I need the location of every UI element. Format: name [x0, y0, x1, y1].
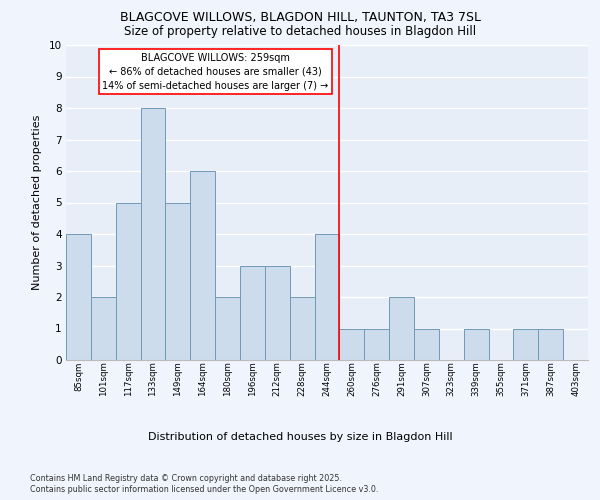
Bar [265, 266, 290, 360]
Bar [290, 297, 314, 360]
Bar [215, 297, 240, 360]
Text: BLAGCOVE WILLOWS, BLAGDON HILL, TAUNTON, TA3 7SL: BLAGCOVE WILLOWS, BLAGDON HILL, TAUNTON,… [119, 12, 481, 24]
Bar [91, 297, 116, 360]
Bar [464, 328, 488, 360]
Text: Size of property relative to detached houses in Blagdon Hill: Size of property relative to detached ho… [124, 25, 476, 38]
Bar [140, 108, 166, 360]
Bar [66, 234, 91, 360]
Text: Distribution of detached houses by size in Blagdon Hill: Distribution of detached houses by size … [148, 432, 452, 442]
Bar [240, 266, 265, 360]
Bar [364, 328, 389, 360]
Bar [116, 202, 140, 360]
Bar [166, 202, 190, 360]
Bar [190, 171, 215, 360]
Y-axis label: Number of detached properties: Number of detached properties [32, 115, 42, 290]
Bar [414, 328, 439, 360]
Bar [389, 297, 414, 360]
Bar [514, 328, 538, 360]
Bar [538, 328, 563, 360]
Bar [340, 328, 364, 360]
Text: Contains HM Land Registry data © Crown copyright and database right 2025.
Contai: Contains HM Land Registry data © Crown c… [30, 474, 379, 494]
Text: BLAGCOVE WILLOWS: 259sqm
← 86% of detached houses are smaller (43)
14% of semi-d: BLAGCOVE WILLOWS: 259sqm ← 86% of detach… [102, 53, 328, 91]
Bar [314, 234, 340, 360]
